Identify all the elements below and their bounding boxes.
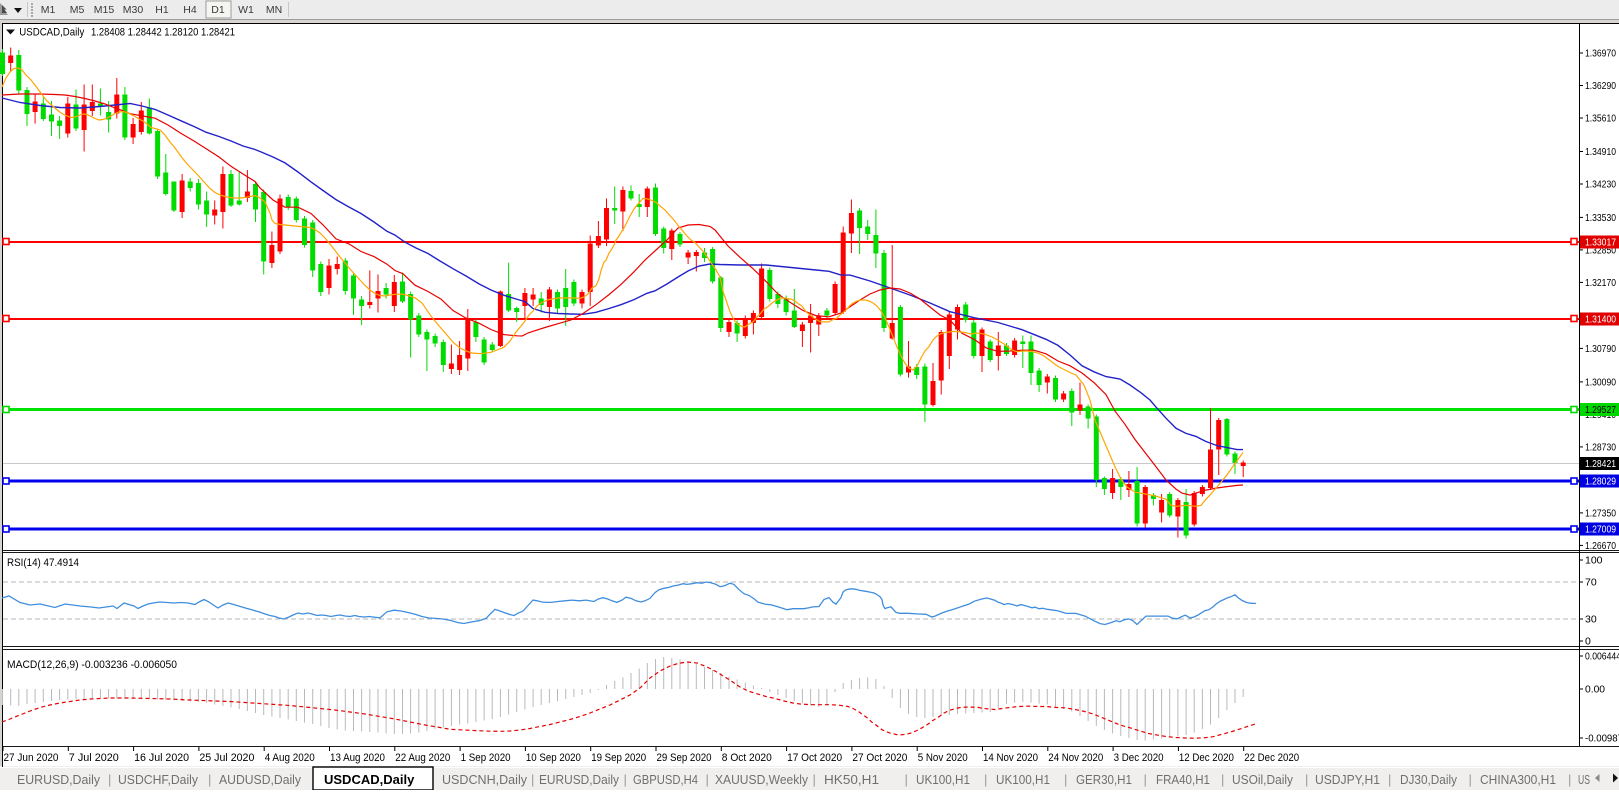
svg-text:|: | [1469,772,1472,787]
svg-text:|: | [1064,772,1067,787]
svg-text:17 Oct 2020: 17 Oct 2020 [787,752,842,764]
svg-text:5 Nov 2020: 5 Nov 2020 [918,752,968,764]
svg-text:1.30790: 1.30790 [1585,344,1616,355]
svg-text:|: | [1568,772,1571,787]
svg-text:27 Oct 2020: 27 Oct 2020 [852,752,907,764]
svg-text:1.31400: 1.31400 [1585,315,1616,326]
svg-text:|: | [905,772,908,787]
svg-text:|: | [1144,772,1147,787]
svg-text:M5: M5 [70,4,85,16]
svg-text:22 Aug 2020: 22 Aug 2020 [395,752,450,764]
svg-text:22 Dec 2020: 22 Dec 2020 [1244,752,1299,764]
svg-text:70: 70 [1585,577,1597,589]
svg-text:1.28408 1.28442 1.28120 1.2842: 1.28408 1.28442 1.28120 1.28421 [91,27,235,39]
svg-text:27 Jun 2020: 27 Jun 2020 [4,752,59,764]
svg-text:US: US [1578,772,1590,787]
svg-text:DJ30,Daily: DJ30,Daily [1400,772,1457,787]
svg-text:USDCHF,Daily: USDCHF,Daily [118,772,198,787]
svg-text:HK50,H1: HK50,H1 [824,772,879,787]
svg-text:UK100,H1: UK100,H1 [916,772,970,787]
svg-text:1.27009: 1.27009 [1585,525,1616,536]
svg-text:H1: H1 [155,4,169,16]
svg-text:1.26670: 1.26670 [1585,541,1616,552]
svg-text:FRA40,H1: FRA40,H1 [1156,772,1210,787]
svg-text:H4: H4 [183,4,197,16]
svg-text:1.28421: 1.28421 [1585,459,1616,470]
svg-text:|: | [208,772,211,787]
svg-text:1.36970: 1.36970 [1585,49,1616,60]
svg-text:3 Dec 2020: 3 Dec 2020 [1114,752,1164,764]
svg-text:|: | [531,772,534,787]
svg-text:M15: M15 [94,4,115,16]
svg-text:USDCAD,Daily: USDCAD,Daily [19,27,84,39]
svg-text:1 Sep 2020: 1 Sep 2020 [461,752,511,764]
svg-text:12 Dec 2020: 12 Dec 2020 [1179,752,1234,764]
svg-text:1.34230: 1.34230 [1585,180,1616,191]
svg-text:|: | [706,772,709,787]
svg-text:19 Sep 2020: 19 Sep 2020 [591,752,646,764]
svg-text:|: | [1388,772,1391,787]
svg-text:1.33017: 1.33017 [1585,238,1616,249]
svg-text:1.33530: 1.33530 [1585,213,1616,224]
svg-text:14 Nov 2020: 14 Nov 2020 [983,752,1038,764]
svg-text:|: | [108,772,111,787]
svg-text:USOil,Daily: USOil,Daily [1232,772,1293,787]
svg-text:1.35610: 1.35610 [1585,114,1616,125]
svg-text:|: | [984,772,987,787]
svg-text:-0.00987: -0.00987 [1585,734,1619,745]
svg-text:13 Aug 2020: 13 Aug 2020 [330,752,385,764]
svg-text:M30: M30 [123,4,144,16]
svg-text:1.34910: 1.34910 [1585,147,1616,158]
svg-text:1.29527: 1.29527 [1585,405,1616,416]
svg-text:USDCAD,Daily: USDCAD,Daily [324,772,415,787]
svg-text:M1: M1 [41,4,56,16]
svg-text:|: | [813,772,816,787]
svg-text:0.006444: 0.006444 [1585,652,1619,663]
svg-text:AUDUSD,Daily: AUDUSD,Daily [219,772,301,787]
svg-text:1.28730: 1.28730 [1585,442,1616,453]
svg-text:1.32170: 1.32170 [1585,278,1616,289]
svg-text:|: | [1221,772,1224,787]
svg-text:1.27350: 1.27350 [1585,508,1616,519]
svg-text:100: 100 [1585,555,1603,567]
svg-text:GBPUSD,H4: GBPUSD,H4 [633,772,698,787]
svg-text:USDCNH,Daily: USDCNH,Daily [442,772,527,787]
svg-text:1.32850: 1.32850 [1585,245,1616,256]
svg-text:16 Jul 2020: 16 Jul 2020 [134,752,189,764]
svg-text:D1: D1 [211,4,225,16]
svg-text:24 Nov 2020: 24 Nov 2020 [1048,752,1103,764]
svg-text:8 Oct 2020: 8 Oct 2020 [722,752,772,764]
svg-text:GER30,H1: GER30,H1 [1076,772,1132,787]
svg-text:USDJPY,H1: USDJPY,H1 [1315,772,1380,787]
svg-text:1.30090: 1.30090 [1585,377,1616,388]
svg-text:EURUSD,Daily: EURUSD,Daily [539,772,619,787]
svg-text:XAUUSD,Weekly: XAUUSD,Weekly [715,772,808,787]
svg-text:4 Aug 2020: 4 Aug 2020 [265,752,315,764]
svg-text:RSI(14) 47.4914: RSI(14) 47.4914 [7,557,79,569]
svg-text:25 Jul 2020: 25 Jul 2020 [199,752,254,764]
svg-text:0: 0 [1585,636,1591,648]
svg-text:1.28029: 1.28029 [1585,477,1616,488]
svg-text:UK100,H1: UK100,H1 [996,772,1050,787]
svg-text:EURUSD,Daily: EURUSD,Daily [17,772,100,787]
svg-text:29 Sep 2020: 29 Sep 2020 [657,752,712,764]
svg-text:1.36290: 1.36290 [1585,81,1616,92]
svg-text:7 Jul 2020: 7 Jul 2020 [69,752,119,764]
svg-text:CHINA300,H1: CHINA300,H1 [1480,772,1556,787]
svg-text:10 Sep 2020: 10 Sep 2020 [526,752,581,764]
svg-text:MN: MN [266,4,282,16]
svg-text:W1: W1 [238,4,254,16]
svg-text:|: | [1305,772,1308,787]
svg-text:MACD(12,26,9) -0.003236 -0.006: MACD(12,26,9) -0.003236 -0.006050 [7,659,177,671]
svg-text:0.00: 0.00 [1585,685,1605,696]
svg-text:30: 30 [1585,614,1597,626]
svg-text:|: | [624,772,627,787]
